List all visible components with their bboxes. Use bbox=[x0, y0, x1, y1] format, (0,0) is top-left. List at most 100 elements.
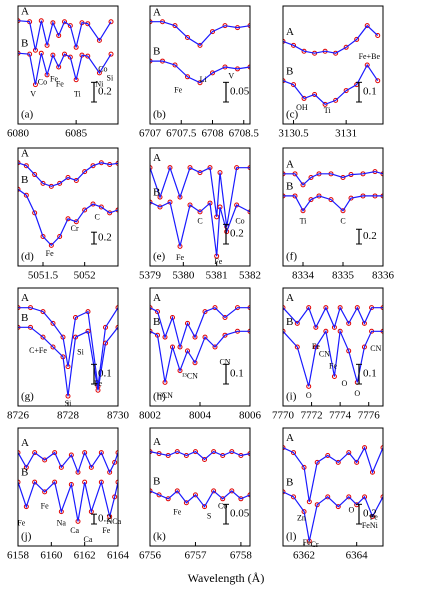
observed-point bbox=[369, 514, 375, 519]
line-annotation: Si bbox=[77, 348, 84, 357]
observed-point bbox=[108, 19, 114, 25]
series-label: B bbox=[21, 174, 28, 186]
scale-bar-label: 0.2 bbox=[363, 508, 377, 520]
line-annotation: Li bbox=[200, 75, 208, 84]
line-annotation: O bbox=[342, 379, 348, 388]
observed-point bbox=[238, 496, 244, 502]
line-annotation: V bbox=[228, 72, 234, 81]
observed-point bbox=[174, 449, 180, 455]
observed-point bbox=[197, 170, 203, 176]
panel-frame bbox=[282, 147, 384, 267]
scale-bar-label: 0.2 bbox=[98, 513, 112, 525]
panel-label: (f) bbox=[286, 251, 297, 263]
observed-point bbox=[167, 165, 173, 171]
model-line bbox=[150, 330, 250, 383]
line-annotation: Ca bbox=[84, 535, 93, 544]
panel-label: (g) bbox=[21, 391, 34, 403]
observed-point bbox=[335, 504, 341, 510]
observed-point bbox=[362, 445, 368, 451]
observed-point bbox=[183, 500, 189, 506]
x-tick-label: 3130.5 bbox=[278, 128, 309, 140]
observed-point bbox=[18, 479, 21, 485]
observed-point bbox=[323, 305, 329, 311]
x-tick-label: 5379 bbox=[139, 270, 162, 282]
observed-point bbox=[185, 74, 190, 80]
model-line bbox=[283, 446, 383, 502]
x-tick-label: 5381 bbox=[206, 270, 228, 282]
observed-point bbox=[23, 464, 29, 470]
x-tick-label: 6080 bbox=[7, 128, 30, 140]
observed-point bbox=[364, 62, 370, 68]
observed-point bbox=[18, 186, 21, 192]
x-tick-label: 8728 bbox=[57, 410, 80, 422]
observed-point bbox=[50, 320, 56, 326]
observed-point bbox=[96, 37, 102, 43]
observed-point bbox=[283, 38, 286, 44]
x-tick-label: 6757 bbox=[184, 550, 207, 562]
observed-point bbox=[42, 489, 48, 495]
line-annotation: Ni bbox=[95, 79, 104, 88]
observed-point bbox=[197, 42, 203, 48]
line-annotation: C bbox=[340, 217, 345, 226]
series-label: B bbox=[286, 316, 293, 328]
series-label: A bbox=[21, 437, 29, 449]
observed-point bbox=[52, 450, 58, 456]
x-tick-label: 6707 bbox=[139, 128, 162, 140]
panel-label: (l) bbox=[286, 531, 297, 543]
observed-point bbox=[234, 202, 240, 208]
line-annotation: Co bbox=[98, 65, 107, 74]
observed-point bbox=[354, 459, 360, 465]
observed-point bbox=[98, 450, 104, 456]
line-annotation: Cr bbox=[71, 224, 79, 233]
observed-point bbox=[202, 504, 208, 510]
observed-point bbox=[56, 33, 62, 38]
x-tick-label: 7776 bbox=[358, 410, 381, 422]
panel-plot: AB bbox=[18, 148, 118, 248]
observed-point bbox=[82, 207, 88, 213]
series-label: B bbox=[153, 46, 160, 58]
observed-point bbox=[23, 163, 29, 169]
observed-point bbox=[32, 210, 38, 216]
observed-point bbox=[202, 309, 208, 315]
observed-point bbox=[291, 494, 297, 500]
panel-frame bbox=[282, 427, 384, 547]
panel-label: (j) bbox=[21, 531, 32, 543]
observed-point bbox=[325, 453, 331, 459]
x-tick-label: 6708 bbox=[202, 128, 225, 140]
observed-point bbox=[346, 450, 352, 456]
observed-point bbox=[96, 70, 102, 76]
observed-point bbox=[18, 450, 21, 456]
model-line bbox=[283, 195, 383, 212]
observed-point bbox=[291, 82, 297, 88]
x-tick-label: 6708.5 bbox=[229, 128, 260, 140]
observed-point bbox=[115, 324, 118, 330]
scale-bar-label: 0.1 bbox=[363, 86, 377, 98]
observed-point bbox=[210, 70, 215, 76]
scale-bar-label: 0.2 bbox=[98, 86, 112, 98]
x-tick-label: 7770 bbox=[272, 410, 295, 422]
observed-point bbox=[192, 360, 198, 366]
model-line bbox=[150, 307, 250, 350]
observed-point bbox=[150, 488, 153, 494]
model-line bbox=[283, 24, 379, 54]
observed-point bbox=[23, 192, 29, 198]
model-line bbox=[18, 307, 118, 387]
x-tick-label: 6160 bbox=[40, 550, 63, 562]
observed-point bbox=[75, 469, 81, 475]
model-line bbox=[150, 201, 250, 257]
model-line bbox=[18, 479, 118, 522]
model-line bbox=[18, 162, 118, 187]
observed-point bbox=[220, 496, 226, 502]
observed-point bbox=[177, 194, 183, 200]
line-annotation: Si bbox=[107, 74, 114, 83]
line-annotation: ¹³CN bbox=[182, 371, 198, 380]
line-annotation: O bbox=[349, 505, 355, 514]
x-tick-label: 8334 bbox=[292, 270, 315, 282]
series-label: B bbox=[153, 187, 160, 199]
observed-point bbox=[291, 42, 297, 48]
x-tick-label: 6756 bbox=[139, 550, 162, 562]
series-label: B bbox=[153, 316, 160, 328]
observed-point bbox=[32, 479, 38, 485]
line-annotation: Fe bbox=[46, 249, 54, 258]
observed-point bbox=[362, 494, 368, 500]
